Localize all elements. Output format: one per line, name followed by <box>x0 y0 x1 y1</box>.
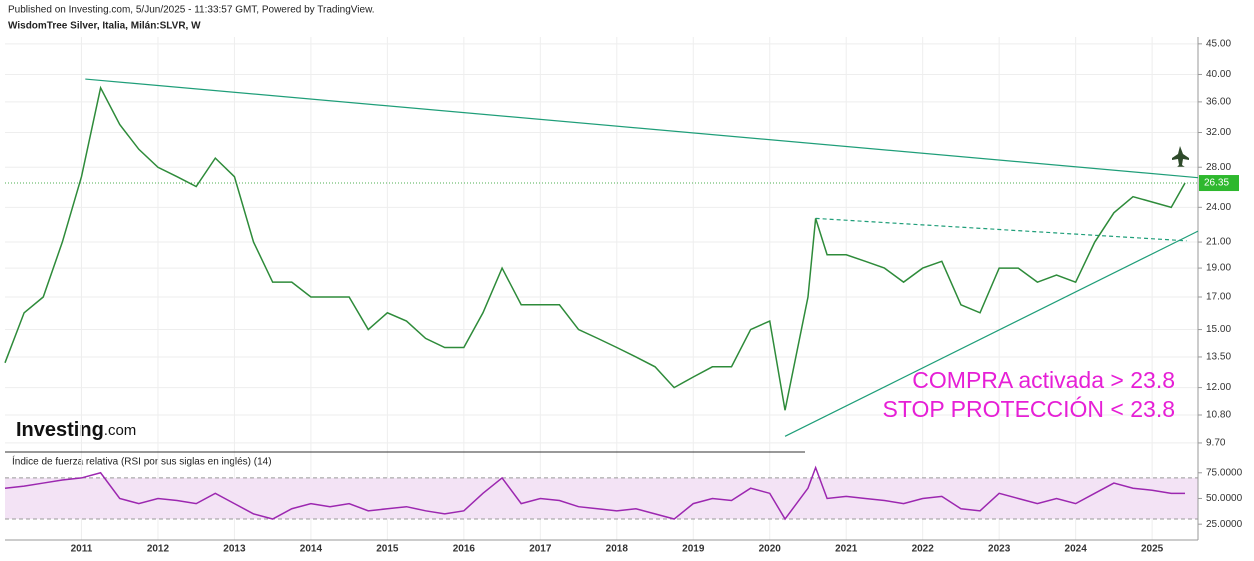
x-tick-label: 2023 <box>988 544 1011 555</box>
x-tick-label: 2021 <box>835 544 858 555</box>
y-tick-label: 17.00 <box>1206 292 1231 303</box>
y-tick-label: 15.00 <box>1206 324 1231 335</box>
last-price-box <box>1199 175 1239 192</box>
x-tick-label: 2024 <box>1065 544 1088 555</box>
series-line <box>4 465 1185 521</box>
rsi-tick-label: 75.0000 <box>1206 467 1243 478</box>
last-price-label: 26.35 <box>1204 178 1229 189</box>
x-tick-label: 2020 <box>759 544 782 555</box>
x-tick-label: 2019 <box>682 544 705 555</box>
x-tick-label: 2013 <box>223 544 246 555</box>
logo-suffix: .com <box>104 422 137 439</box>
series-line <box>4 85 1186 411</box>
trendline <box>85 78 1199 179</box>
rsi-tick-label: 50.0000 <box>1206 493 1243 504</box>
plane-icon <box>1172 146 1189 167</box>
logo-brand: Investing <box>16 419 104 441</box>
x-tick-label: 2014 <box>300 544 323 555</box>
y-tick-label: 40.00 <box>1206 69 1231 80</box>
rsi-tick-label: 25.0000 <box>1206 519 1243 530</box>
y-tick-label: 32.00 <box>1206 127 1231 138</box>
y-tick-label: 13.50 <box>1206 352 1231 363</box>
x-tick-label: 2015 <box>376 544 399 555</box>
y-tick-label: 21.00 <box>1206 237 1231 248</box>
logo: Investing.com <box>16 419 136 441</box>
y-tick-label: 28.00 <box>1206 162 1231 173</box>
y-tick-label: 45.00 <box>1206 38 1231 49</box>
y-tick-label: 19.00 <box>1206 263 1231 274</box>
annotation: STOP PROTECCIÓN < 23.8 <box>883 396 1176 422</box>
y-tick-label: 36.00 <box>1206 97 1231 108</box>
x-tick-label: 2016 <box>453 544 476 555</box>
y-tick-label: 9.70 <box>1206 438 1226 449</box>
x-tick-label: 2022 <box>912 544 935 555</box>
annotation: COMPRA activada > 23.8 <box>912 367 1175 393</box>
y-tick-label: 24.00 <box>1206 202 1231 213</box>
symbol-title: WisdomTree Silver, Italia, Milán:SLVR, W <box>8 21 201 32</box>
x-tick-label: 2018 <box>606 544 629 555</box>
published-note: Published on Investing.com, 5/Jun/2025 -… <box>8 5 375 16</box>
rsi-band <box>5 477 1198 520</box>
x-tick-label: 2025 <box>1141 544 1164 555</box>
x-tick-label: 2011 <box>71 544 93 555</box>
x-tick-label: 2017 <box>529 544 552 555</box>
trendline <box>784 230 1199 437</box>
y-tick-label: 10.80 <box>1206 410 1231 421</box>
y-tick-label: 12.00 <box>1206 382 1231 393</box>
x-tick-label: 2012 <box>147 544 170 555</box>
trendline <box>815 217 1187 242</box>
rsi-title: Índice de fuerza relativa (RSI por sus s… <box>12 455 272 468</box>
